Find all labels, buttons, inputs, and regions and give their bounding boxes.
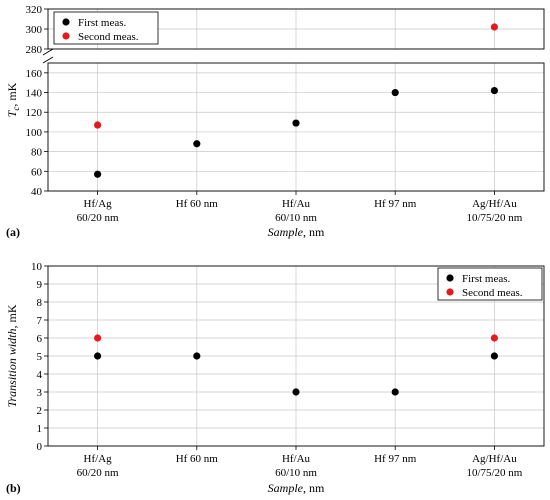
legend-label: Second meas. [78,31,139,43]
x-tick-label: Hf/Ag [84,198,113,210]
legend-label: First meas. [78,17,127,29]
data-point-second [490,334,498,342]
x-axis-label: Sample, nm [268,225,325,239]
legend-label: First meas. [462,273,511,285]
y-tick-label: 160 [26,68,43,80]
x-tick-label: Hf/Au [282,198,311,210]
data-point-first [94,170,102,178]
data-point-first [193,352,201,360]
y-tick-label: 0 [37,441,43,453]
data-point-second [94,121,102,129]
y-tick-label: 10 [31,261,43,273]
legend-box [53,11,159,45]
y-tick-label: 8 [37,297,43,309]
x-tick-label: 60/10 nm [275,467,317,479]
x-tick-label: 10/75/20 nm [466,467,522,479]
data-point-first [94,352,102,360]
x-tick-label: Ag/Hf/Au [472,198,517,210]
y-tick-label: 320 [26,4,43,16]
x-tick-label: Hf 97 nm [374,198,417,210]
legend-marker [446,288,454,296]
y-tick-label: 2 [37,405,43,417]
y-tick-label: 280 [26,44,43,56]
x-tick-label: 60/20 nm [77,212,119,224]
y-tick-label: 5 [37,351,43,363]
data-point-first [391,88,399,97]
y-tick-label: 60 [31,166,43,178]
y-axis-label: Transition width, mK [5,304,19,407]
panel-b-transition-width-chart: 0 1 2 3 4 5 6 7 8 9 10 Hf/Ag 60/20 nm Hf 60 nm Hf/Au 60… [5,261,545,495]
data-point-first [292,119,300,127]
y-tick-label: 300 [26,24,43,36]
legend-marker [62,18,70,26]
y-tick-label: 1 [37,423,43,435]
y-axis-label: Tc, mK [5,82,21,117]
x-tick-label: 10/75/20 nm [466,212,522,224]
data-point-first [193,140,201,148]
x-tick-label: 60/10 nm [275,212,317,224]
x-tick-label: Ag/Hf/Au [472,453,517,465]
y-tick-label: 100 [26,127,43,139]
panel-label: (b) [6,481,21,495]
y-tick-label: 6 [37,333,43,345]
y-tick-label: 140 [26,88,43,100]
y-tick-label: 3 [37,387,43,399]
data-point-second [94,334,102,342]
y-tick-label: 80 [31,147,43,159]
x-tick-label: Hf 60 nm [176,453,219,465]
panel-label: (a) [6,225,20,239]
panel-a-tc-chart: 280 300 320 40 60 80 100 120 140 160 Hf/Ag 60/20 nm… [5,4,545,239]
axis-break-mark [42,48,54,56]
data-point-first [490,352,498,360]
y-tick-label: 120 [26,107,43,119]
legend-marker [62,32,70,40]
data-point-first [490,86,498,95]
x-tick-label: 60/20 nm [77,467,119,479]
y-tick-label: 4 [37,369,43,381]
data-point-second [490,23,498,31]
y-tick-label: 7 [37,315,43,327]
data-point-first [391,388,399,396]
y-tick-label: 9 [37,279,43,291]
x-tick-label: Hf/Ag [84,453,113,465]
x-tick-label: Hf 60 nm [176,198,219,210]
x-axis-label: Sample, nm [268,481,325,495]
x-tick-label: Hf/Au [282,453,311,465]
y-tick-label: 40 [31,186,43,198]
x-tick-label: Hf 97 nm [374,453,417,465]
axis-break-mark [42,56,54,64]
data-point-first [292,388,300,396]
legend-marker [446,274,454,282]
legend-box [437,267,543,301]
legend-label: Second meas. [462,287,523,299]
